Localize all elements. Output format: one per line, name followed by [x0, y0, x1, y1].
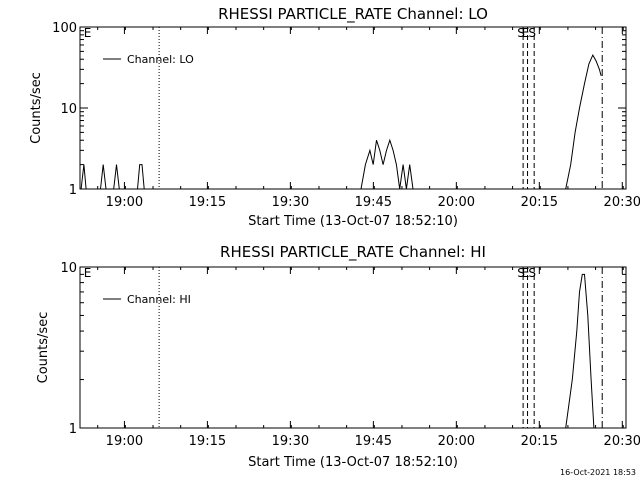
y-tick-label: 1 — [69, 183, 77, 198]
x-tick-label: 19:45 — [355, 195, 392, 210]
chart-panel-hi: RHESSI PARTICLE_RATE Channel: HI 19:00 19:… — [36, 243, 640, 470]
series-line — [80, 164, 87, 190]
series-line — [113, 164, 120, 190]
y-tick-label: 100 — [52, 21, 77, 36]
event-marker-label: S — [517, 266, 525, 280]
legend-entry: Channel: LO — [127, 53, 194, 66]
chart-panel-lo: RHESSI PARTICLE_RATE Channel: LO 19:00 19:… — [29, 5, 640, 229]
series-line — [565, 53, 602, 190]
series-line — [565, 273, 595, 429]
x-tick-label: 19:15 — [189, 434, 226, 449]
plot-frame — [79, 266, 627, 429]
y-tick-label: 1 — [69, 422, 77, 437]
x-axis-label: Start Time (13-Oct-07 18:52:10) — [248, 455, 458, 470]
series-line — [100, 164, 107, 190]
y-tick-label: 10 — [60, 102, 77, 117]
x-tick-label: 19:30 — [272, 195, 309, 210]
series-line — [360, 138, 414, 190]
event-marker-label: E — [522, 266, 530, 280]
event-marker-label: E — [84, 266, 92, 280]
x-tick-label: 20:30 — [604, 434, 640, 449]
generation-timestamp: 16-Oct-2021 18:53 — [560, 468, 636, 477]
series-line — [137, 164, 145, 190]
event-marker-label: S — [528, 266, 536, 280]
x-axis-label: Start Time (13-Oct-07 18:52:10) — [248, 214, 458, 229]
event-marker-label: E — [522, 26, 530, 40]
x-tick-label: 19:30 — [272, 434, 309, 449]
x-tick-label: 20:30 — [604, 195, 640, 210]
x-tick-label: 20:15 — [521, 434, 558, 449]
x-tick-label: 20:00 — [438, 195, 475, 210]
x-tick-label: 20:15 — [521, 195, 558, 210]
x-tick-label: 19:00 — [106, 434, 143, 449]
x-tick-label: 20:00 — [438, 434, 475, 449]
chart-title: RHESSI PARTICLE_RATE Channel: LO — [218, 5, 488, 24]
y-axis-label: Counts/sec — [29, 72, 44, 144]
chart-title: RHESSI PARTICLE_RATE Channel: HI — [220, 243, 486, 262]
event-marker-label: S — [528, 26, 536, 40]
legend-entry: Channel: HI — [127, 293, 191, 306]
x-tick-label: 19:45 — [355, 434, 392, 449]
event-marker-label: S — [517, 26, 525, 40]
y-axis-label: Counts/sec — [36, 312, 51, 384]
x-tick-label: 19:15 — [189, 195, 226, 210]
x-tick-label: 19:00 — [106, 195, 143, 210]
event-marker-label: E — [84, 26, 92, 40]
y-tick-label: 10 — [60, 261, 77, 276]
